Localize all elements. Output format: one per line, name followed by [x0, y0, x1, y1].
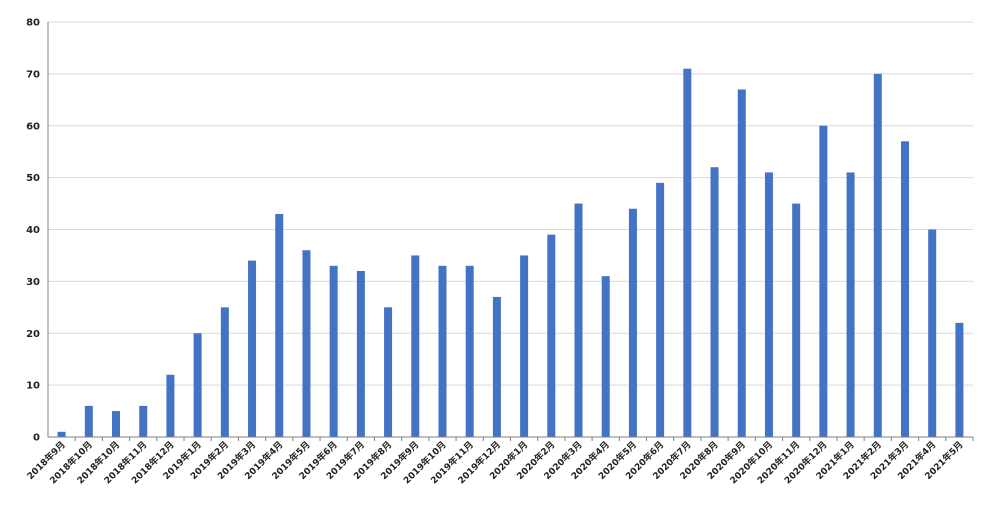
- bar: [819, 125, 828, 437]
- bar: [139, 405, 148, 437]
- y-tick-label: 60: [26, 121, 40, 132]
- bar: [710, 167, 719, 437]
- bar: [57, 431, 66, 437]
- y-tick-label: 20: [26, 329, 40, 340]
- bar: [628, 208, 637, 437]
- bar: [193, 333, 202, 437]
- bar: [846, 172, 855, 437]
- bar: [384, 307, 393, 437]
- x-tick-labels: 2018年9月2018年10月2018年10月2018年11月2018年12月2…: [24, 439, 965, 487]
- bar: [601, 276, 610, 437]
- bar: [792, 203, 801, 437]
- bar: [574, 203, 583, 437]
- bar: [492, 296, 501, 437]
- y-tick-label: 50: [26, 173, 40, 184]
- bar: [900, 141, 909, 437]
- y-tick-label: 80: [26, 18, 40, 29]
- bar: [520, 255, 529, 437]
- y-tick-label: 30: [26, 277, 40, 288]
- y-tick-label: 70: [26, 69, 40, 80]
- y-tick-labels: 0 10 20 30 40 50 60 70 80: [26, 18, 40, 444]
- bar: [302, 250, 311, 437]
- axes: [47, 22, 974, 441]
- bar: [411, 255, 420, 437]
- bar: [547, 234, 556, 437]
- bar: [764, 172, 773, 437]
- bar: [220, 307, 229, 437]
- bar: [465, 265, 474, 437]
- bar: [955, 322, 964, 437]
- bar: [873, 73, 882, 437]
- bar: [737, 89, 746, 437]
- bar: [683, 68, 692, 437]
- y-tick-label: 10: [26, 381, 40, 392]
- bar: [928, 229, 937, 437]
- gridlines: [48, 21, 973, 386]
- bars: [57, 68, 964, 437]
- bar: [329, 265, 338, 437]
- bar: [656, 182, 665, 437]
- y-tick-label: 0: [33, 433, 40, 444]
- bar: [275, 213, 284, 437]
- bar: [166, 374, 175, 437]
- bar: [248, 260, 257, 437]
- y-tick-label: 40: [26, 225, 40, 236]
- bar: [112, 411, 121, 437]
- bar: [438, 265, 447, 437]
- bar: [84, 405, 93, 437]
- bar: [356, 271, 365, 437]
